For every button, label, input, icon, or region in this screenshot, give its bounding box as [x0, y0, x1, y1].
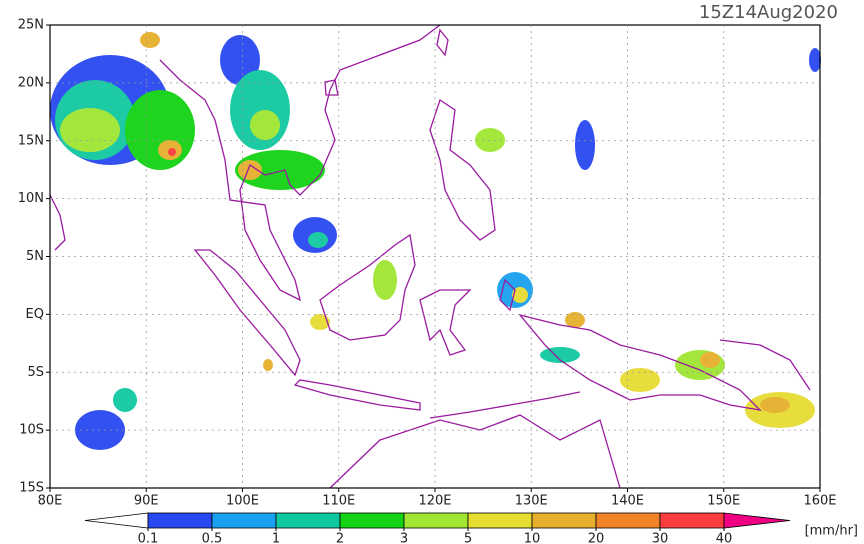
colorbar-segment — [659, 512, 725, 529]
colorbar-segment — [595, 512, 661, 529]
colorbar-segment — [147, 512, 213, 529]
x-tick-label: 160E — [803, 494, 836, 509]
colorbar-label: 0.5 — [202, 532, 223, 544]
colorbar-segment — [467, 512, 533, 529]
colorbar-label: 2 — [336, 532, 344, 544]
colorbar-segment — [275, 512, 341, 529]
y-tick-label: 5N — [26, 249, 44, 264]
precipitation-field — [50, 32, 821, 450]
colorbar-low-triangle — [84, 512, 149, 529]
colorbar-label: 1 — [272, 532, 280, 544]
coastlines — [49, 24, 811, 489]
colorbar-segment — [403, 512, 469, 529]
colorbar-high-triangle — [723, 512, 791, 529]
colorbar-segment — [531, 512, 597, 529]
y-tick-label: 10S — [19, 423, 44, 438]
x-tick-label: 120E — [418, 494, 451, 509]
y-tick-label: 5S — [27, 365, 44, 380]
y-tick-label: 15S — [19, 481, 44, 496]
map-title: 15Z14Aug2020 — [699, 2, 838, 23]
y-tick-label: 15N — [18, 133, 44, 148]
colorbar-label: 10 — [524, 532, 541, 544]
colorbar-segment — [339, 512, 405, 529]
x-tick-label: 150E — [707, 494, 740, 509]
x-tick-label: 100E — [226, 494, 259, 509]
colorbar-label: 40 — [716, 532, 733, 544]
colorbar-label: 5 — [464, 532, 472, 544]
x-tick-label: 140E — [611, 494, 644, 509]
y-tick-label: 10N — [18, 191, 44, 206]
x-tick-label: 110E — [322, 494, 355, 509]
x-tick-label: 90E — [134, 494, 159, 509]
colorbar-label: 30 — [652, 532, 669, 544]
colorbar-segment — [211, 512, 277, 529]
y-tick-label: 25N — [18, 18, 44, 33]
x-tick-label: 130E — [515, 494, 548, 509]
y-tick-label: 20N — [18, 75, 44, 90]
colorbar-label: 20 — [588, 532, 605, 544]
colorbar-unit: [mm/hr] — [805, 524, 858, 539]
colorbar-label: 0.1 — [138, 532, 159, 544]
x-tick-label: 80E — [38, 494, 63, 509]
colorbar-label: 3 — [400, 532, 408, 544]
y-tick-label: EQ — [26, 307, 44, 322]
